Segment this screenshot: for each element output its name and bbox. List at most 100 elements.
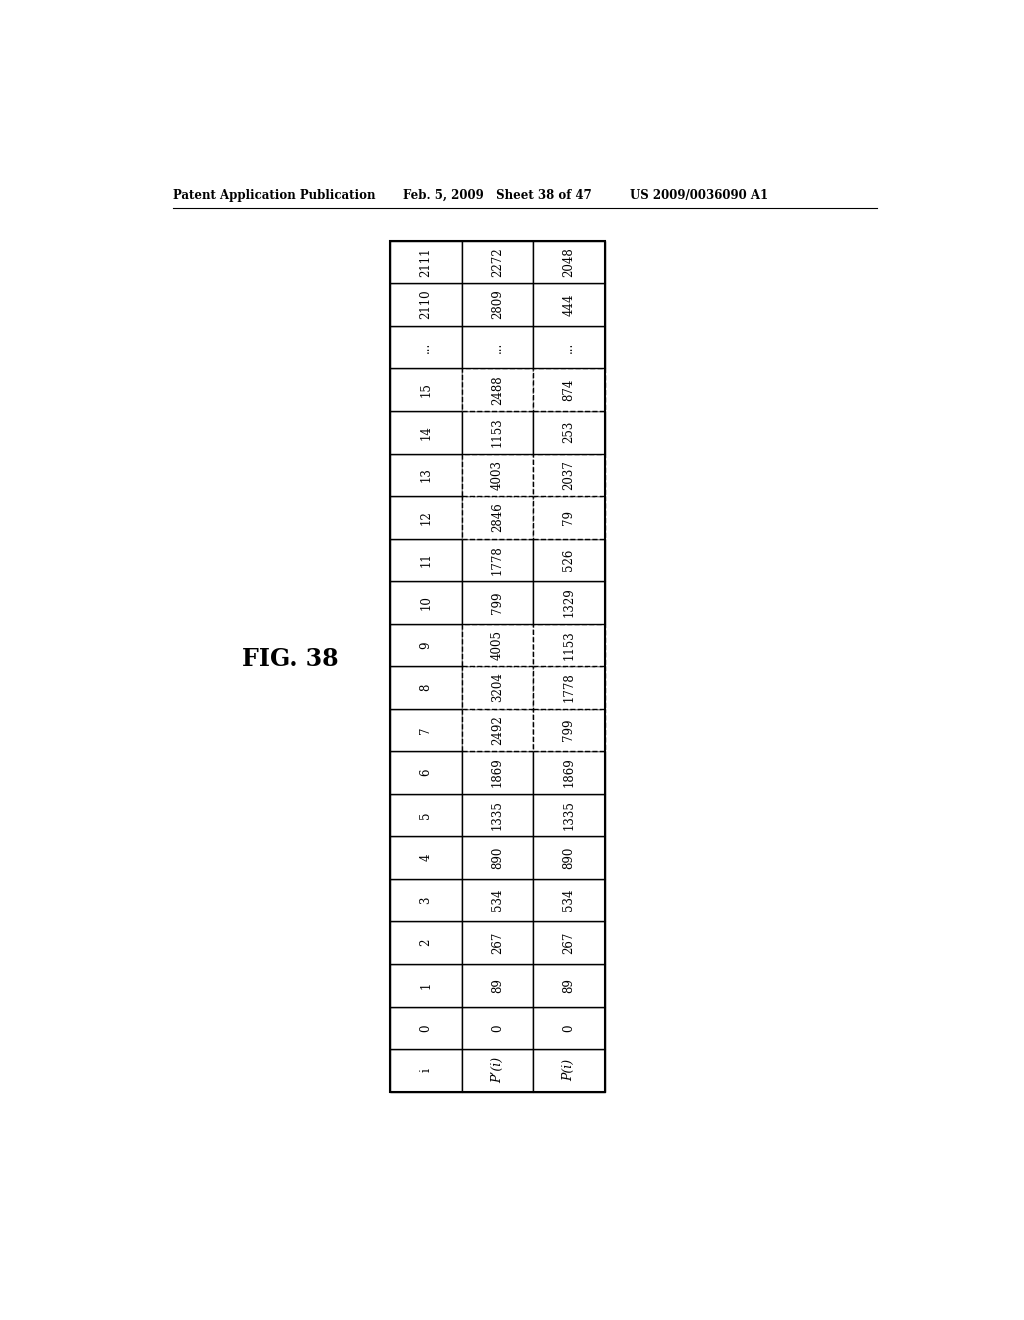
Text: 15: 15 bbox=[419, 383, 432, 397]
Bar bbox=[534, 496, 604, 539]
Text: 2492: 2492 bbox=[490, 715, 504, 744]
Text: 9: 9 bbox=[419, 642, 432, 648]
Bar bbox=[534, 751, 604, 793]
Text: P’(i): P’(i) bbox=[490, 1057, 504, 1084]
Bar bbox=[390, 793, 462, 837]
Bar bbox=[390, 623, 462, 667]
Bar bbox=[462, 964, 534, 1007]
Bar bbox=[390, 751, 462, 793]
Text: 799: 799 bbox=[562, 719, 575, 742]
Bar bbox=[462, 496, 534, 539]
Bar bbox=[534, 837, 604, 879]
Bar bbox=[462, 879, 534, 921]
Text: 4005: 4005 bbox=[490, 630, 504, 660]
Text: 1869: 1869 bbox=[490, 758, 504, 788]
Bar bbox=[390, 240, 462, 284]
Bar bbox=[462, 411, 534, 454]
Text: P(i): P(i) bbox=[562, 1060, 575, 1081]
Bar bbox=[534, 454, 604, 496]
Bar bbox=[390, 879, 462, 921]
Text: 2272: 2272 bbox=[490, 247, 504, 277]
Text: 0: 0 bbox=[562, 1024, 575, 1031]
Text: 2111: 2111 bbox=[419, 247, 432, 277]
Bar bbox=[534, 368, 604, 411]
Bar bbox=[390, 326, 462, 368]
Bar bbox=[534, 623, 604, 667]
Bar bbox=[390, 837, 462, 879]
Text: 267: 267 bbox=[562, 932, 575, 954]
Bar bbox=[534, 539, 604, 581]
Bar bbox=[534, 921, 604, 964]
Bar bbox=[462, 1007, 534, 1049]
Text: 7: 7 bbox=[419, 726, 432, 734]
Text: 4003: 4003 bbox=[490, 459, 504, 490]
Text: ...: ... bbox=[490, 342, 504, 352]
Bar bbox=[390, 667, 462, 709]
Text: Patent Application Publication: Patent Application Publication bbox=[173, 189, 376, 202]
Text: 0: 0 bbox=[419, 1024, 432, 1031]
Bar bbox=[534, 1049, 604, 1092]
Text: 11: 11 bbox=[419, 553, 432, 568]
Bar bbox=[534, 411, 604, 454]
Text: ...: ... bbox=[562, 342, 575, 352]
Text: 10: 10 bbox=[419, 595, 432, 610]
Bar bbox=[534, 879, 604, 921]
Text: 1153: 1153 bbox=[490, 417, 504, 447]
Bar bbox=[390, 964, 462, 1007]
Text: 1153: 1153 bbox=[562, 630, 575, 660]
Text: 890: 890 bbox=[490, 846, 504, 869]
Bar bbox=[462, 284, 534, 326]
Text: 0: 0 bbox=[490, 1024, 504, 1031]
Text: 253: 253 bbox=[562, 421, 575, 444]
Bar bbox=[534, 326, 604, 368]
Text: 1: 1 bbox=[419, 982, 432, 989]
Text: 5: 5 bbox=[419, 812, 432, 818]
Text: 2037: 2037 bbox=[562, 459, 575, 490]
Bar bbox=[390, 1007, 462, 1049]
Text: 89: 89 bbox=[490, 978, 504, 993]
Text: 534: 534 bbox=[490, 888, 504, 911]
Bar bbox=[462, 793, 534, 837]
Bar bbox=[462, 581, 534, 623]
Text: 2: 2 bbox=[419, 939, 432, 946]
Bar bbox=[534, 240, 604, 284]
Bar bbox=[534, 284, 604, 326]
Text: 1778: 1778 bbox=[490, 545, 504, 574]
Bar bbox=[390, 284, 462, 326]
Text: 12: 12 bbox=[419, 510, 432, 524]
Text: ...: ... bbox=[419, 342, 432, 352]
Bar bbox=[462, 667, 534, 709]
Bar bbox=[390, 581, 462, 623]
Bar bbox=[390, 496, 462, 539]
Bar bbox=[534, 667, 604, 709]
Bar bbox=[390, 411, 462, 454]
Text: 1329: 1329 bbox=[562, 587, 575, 618]
Text: 444: 444 bbox=[562, 293, 575, 315]
Bar bbox=[534, 964, 604, 1007]
Text: Feb. 5, 2009   Sheet 38 of 47: Feb. 5, 2009 Sheet 38 of 47 bbox=[403, 189, 592, 202]
Bar bbox=[534, 581, 604, 623]
Text: 89: 89 bbox=[562, 978, 575, 993]
Bar bbox=[462, 1049, 534, 1092]
Text: FIG. 38: FIG. 38 bbox=[243, 647, 339, 671]
Bar bbox=[534, 793, 604, 837]
Bar bbox=[462, 751, 534, 793]
Text: 874: 874 bbox=[562, 379, 575, 401]
Text: 890: 890 bbox=[562, 846, 575, 869]
Text: 14: 14 bbox=[419, 425, 432, 440]
Text: 3: 3 bbox=[419, 896, 432, 904]
Text: 799: 799 bbox=[490, 591, 504, 614]
Text: US 2009/0036090 A1: US 2009/0036090 A1 bbox=[630, 189, 768, 202]
Bar bbox=[390, 1049, 462, 1092]
Text: 6: 6 bbox=[419, 768, 432, 776]
Bar bbox=[462, 623, 534, 667]
Bar bbox=[462, 240, 534, 284]
Bar bbox=[534, 709, 604, 751]
Text: 2488: 2488 bbox=[490, 375, 504, 404]
Bar bbox=[534, 1007, 604, 1049]
Text: 2809: 2809 bbox=[490, 289, 504, 319]
Bar bbox=[390, 709, 462, 751]
Bar bbox=[390, 539, 462, 581]
Text: 267: 267 bbox=[490, 932, 504, 954]
Text: 79: 79 bbox=[562, 510, 575, 525]
